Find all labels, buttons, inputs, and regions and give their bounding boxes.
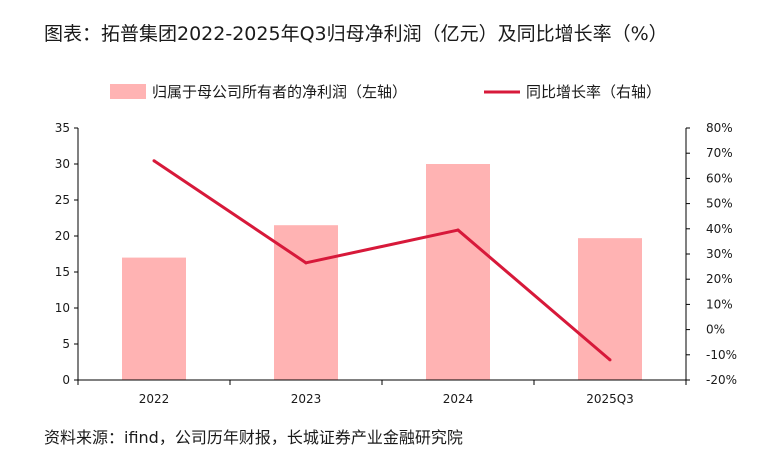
right-tick-label: 20% (706, 272, 733, 286)
right-tick-label: -10% (706, 348, 737, 362)
growth-point-2023 (304, 261, 308, 265)
bar-2023 (274, 225, 338, 380)
left-tick-label: 0 (62, 373, 70, 387)
legend-label-line: 同比增长率（右轴） (526, 83, 661, 101)
legend-swatch-bar (110, 84, 146, 99)
bar-2024 (426, 164, 490, 380)
x-tick-label: 2023 (291, 392, 322, 406)
right-tick-label: 40% (706, 222, 733, 236)
legend-label-bar: 归属于母公司所有者的净利润（左轴） (152, 83, 407, 101)
axes: 0 5 10 15 20 25 30 35 -20% -10% 0% 10% 20% 30% 40% 50% 6… (55, 121, 737, 406)
bar-2022 (122, 257, 186, 380)
chart-title: 图表：拓普集团2022-2025年Q3归母净利润（亿元）及同比增长率（%） (44, 23, 668, 45)
right-tick-label: 60% (706, 171, 733, 185)
right-tick-label: 30% (706, 247, 733, 261)
x-tick-label: 2024 (443, 392, 474, 406)
right-tick-label: 70% (706, 146, 733, 160)
left-tick-label: 20 (55, 229, 70, 243)
bar-2025Q3 (578, 238, 642, 380)
growth-point-2022 (152, 159, 156, 163)
growth-point-2025Q3 (608, 358, 612, 362)
bar-series (122, 164, 642, 380)
growth-line (153, 159, 611, 361)
growth-point-2024 (456, 228, 460, 232)
right-tick-label: 0% (706, 323, 725, 337)
left-tick-label: 30 (55, 157, 70, 171)
legend: 归属于母公司所有者的净利润（左轴） 同比增长率（右轴） (110, 83, 661, 101)
left-tick-label: 15 (55, 265, 70, 279)
x-tick-label: 2022 (139, 392, 170, 406)
line-series (152, 159, 612, 362)
right-tick-label: -20% (706, 373, 737, 387)
left-tick-label: 25 (55, 193, 70, 207)
x-tick-label: 2025Q3 (586, 392, 634, 406)
right-tick-label: 10% (706, 297, 733, 311)
right-tick-label: 80% (706, 121, 733, 135)
left-tick-label: 35 (55, 121, 70, 135)
source-note: 资料来源：ifind，公司历年财报，长城证券产业金融研究院 (44, 428, 463, 447)
left-tick-label: 5 (62, 337, 70, 351)
left-tick-label: 10 (55, 301, 70, 315)
right-tick-label: 50% (706, 197, 733, 211)
